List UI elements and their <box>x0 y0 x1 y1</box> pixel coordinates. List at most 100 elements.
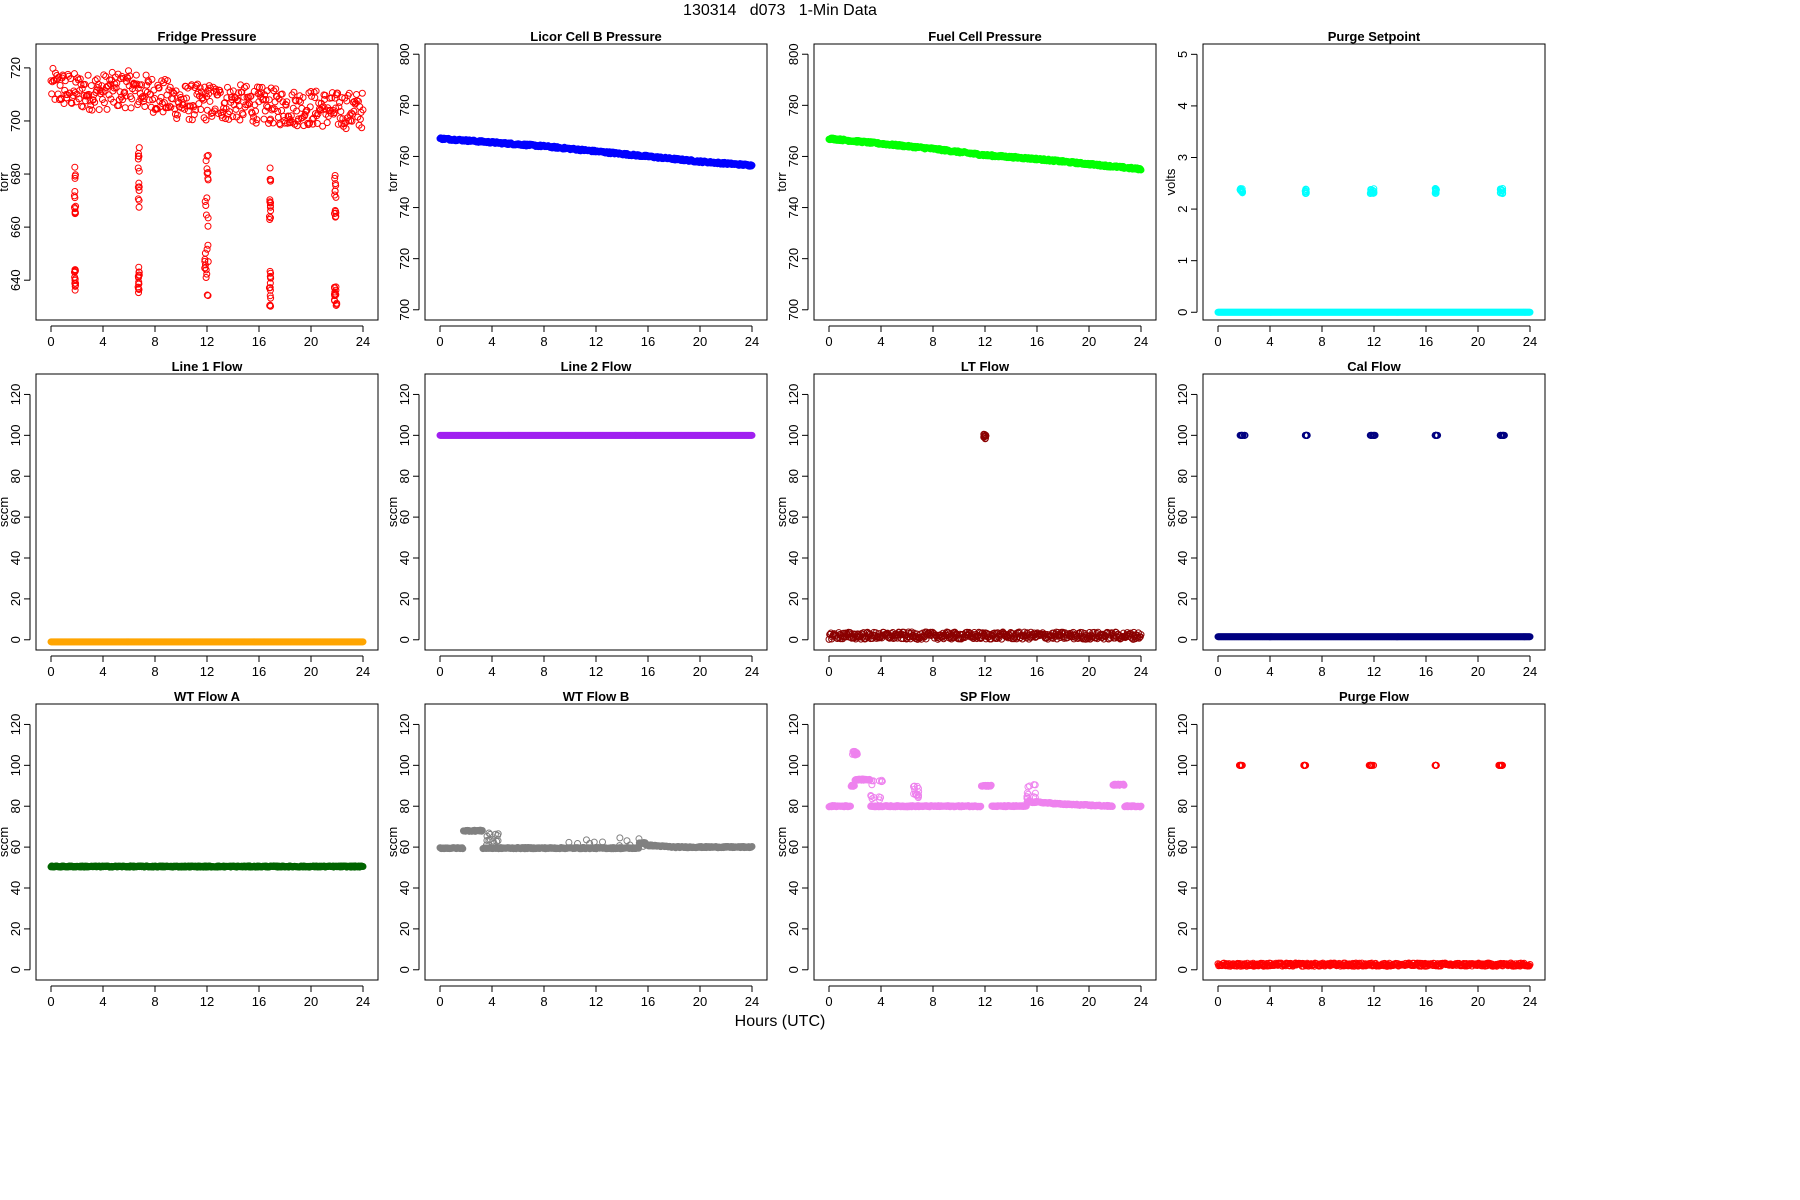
y-tick-label: 120 <box>8 384 23 406</box>
x-tick-label: 20 <box>304 994 318 1009</box>
point <box>103 105 111 113</box>
point <box>121 88 129 96</box>
x-tick-label: 0 <box>47 664 54 679</box>
point <box>319 122 327 130</box>
x-tick-label: 4 <box>1266 334 1273 349</box>
series-fuel-cell-pressure <box>825 134 1145 174</box>
point <box>76 75 84 83</box>
point <box>235 89 243 97</box>
point <box>126 72 134 80</box>
point <box>186 102 194 110</box>
point <box>263 102 271 110</box>
plot-frame <box>424 43 768 321</box>
point <box>81 80 89 88</box>
point <box>60 100 68 108</box>
y-tick-label: 0 <box>1175 309 1190 316</box>
point <box>136 81 144 89</box>
point <box>256 90 264 98</box>
point <box>1137 166 1145 174</box>
point <box>141 103 149 111</box>
point <box>203 169 211 177</box>
point <box>330 109 338 117</box>
point <box>202 201 210 209</box>
y-tick-label: 680 <box>8 163 23 185</box>
x-tick-label: 16 <box>641 664 655 679</box>
point <box>278 107 286 115</box>
point <box>247 92 255 100</box>
y-tick-label: 800 <box>786 43 801 65</box>
point <box>208 112 216 120</box>
point <box>229 113 237 121</box>
point <box>265 96 273 104</box>
point <box>134 195 142 203</box>
y-tick-label: 80 <box>1175 469 1190 483</box>
x-tick-label: 12 <box>200 994 214 1009</box>
point <box>125 67 133 75</box>
x-tick-label: 20 <box>1082 334 1096 349</box>
x-tick-label: 16 <box>252 664 266 679</box>
x-tick-label: 24 <box>356 664 370 679</box>
point <box>71 163 79 171</box>
x-tick-label: 16 <box>641 334 655 349</box>
point <box>352 90 360 98</box>
y-tick-label: 0 <box>786 636 801 643</box>
point <box>128 95 136 103</box>
point <box>149 96 157 104</box>
x-tick-label: 8 <box>540 994 547 1009</box>
point <box>359 106 367 114</box>
point <box>204 241 212 249</box>
x-tick-label: 20 <box>304 334 318 349</box>
point <box>252 119 260 127</box>
point <box>204 169 212 177</box>
series-licor-cell-b-pressure <box>436 134 756 170</box>
point <box>142 71 150 79</box>
point <box>148 75 156 83</box>
panel-title-lt-flow: LT Flow <box>961 359 1010 374</box>
y-tick-label: 20 <box>786 592 801 606</box>
x-tick-label: 24 <box>745 334 759 349</box>
y-tick-label: 20 <box>397 592 412 606</box>
point <box>332 104 340 112</box>
series-wt-flow-a <box>47 862 367 871</box>
y-tick-label: 1 <box>1175 257 1190 264</box>
point <box>202 274 210 282</box>
plot-frame <box>1202 43 1546 321</box>
x-tick-label: 12 <box>1367 664 1381 679</box>
x-tick-label: 0 <box>47 334 54 349</box>
point <box>54 75 62 83</box>
point <box>87 82 95 90</box>
y-axis-label-fuel-cell-pressure: torr <box>774 172 789 192</box>
y-tick-label: 100 <box>397 754 412 776</box>
x-tick-label: 4 <box>99 664 106 679</box>
point <box>266 203 274 211</box>
point <box>160 79 168 87</box>
point <box>55 73 63 81</box>
panel-title-line-1-flow: Line 1 Flow <box>172 359 244 374</box>
point <box>166 83 174 91</box>
y-tick-label: 0 <box>397 966 412 973</box>
point <box>203 245 211 253</box>
x-tick-label: 4 <box>877 334 884 349</box>
point <box>330 290 338 298</box>
point <box>267 294 275 302</box>
point <box>459 845 467 853</box>
x-tick-label: 12 <box>200 334 214 349</box>
y-tick-label: 80 <box>786 469 801 483</box>
point <box>172 87 180 95</box>
x-tick-label: 16 <box>1419 664 1433 679</box>
y-tick-label: 40 <box>1175 551 1190 565</box>
point <box>270 87 278 95</box>
point <box>71 286 79 294</box>
point <box>266 272 274 280</box>
point <box>85 105 93 113</box>
point <box>185 115 193 123</box>
y-tick-label: 3 <box>1175 154 1190 161</box>
point <box>242 82 250 90</box>
point <box>748 161 756 169</box>
point <box>359 863 367 871</box>
point <box>293 122 301 130</box>
y-tick-label: 80 <box>397 469 412 483</box>
